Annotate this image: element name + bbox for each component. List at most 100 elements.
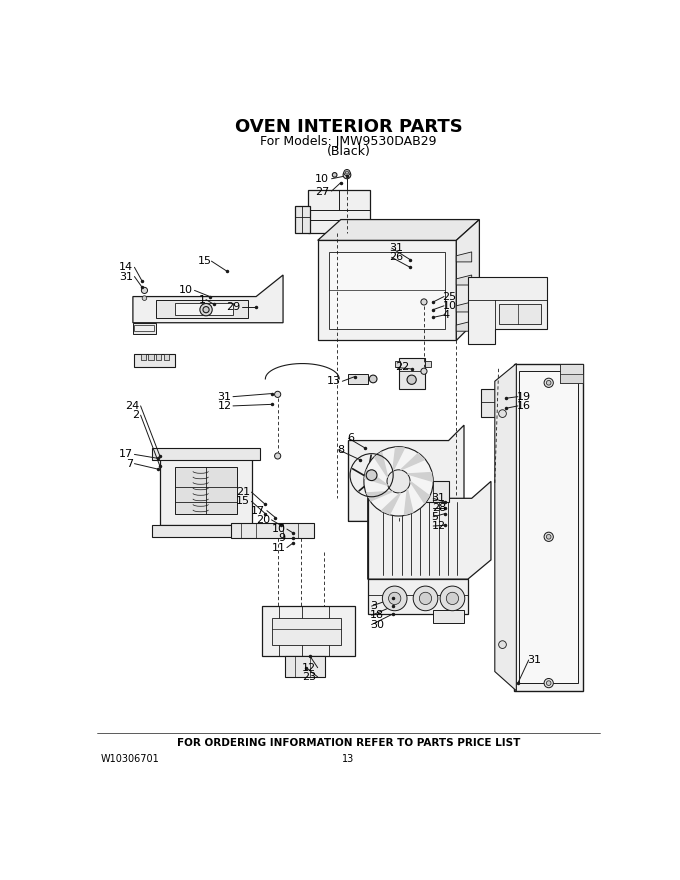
Polygon shape (286, 656, 326, 677)
Circle shape (343, 171, 351, 179)
Circle shape (333, 172, 337, 177)
Text: (Black): (Black) (326, 145, 371, 158)
Text: 10: 10 (316, 173, 329, 184)
Text: 23: 23 (302, 672, 316, 682)
Polygon shape (394, 481, 449, 502)
Polygon shape (456, 219, 479, 341)
Text: 26: 26 (390, 253, 403, 262)
Polygon shape (401, 453, 424, 470)
Circle shape (446, 592, 458, 605)
Polygon shape (520, 371, 578, 683)
Circle shape (421, 299, 427, 305)
Circle shape (388, 592, 401, 605)
Text: 13: 13 (342, 753, 355, 764)
Polygon shape (329, 252, 445, 329)
Polygon shape (271, 618, 341, 644)
Polygon shape (175, 303, 233, 315)
Text: FOR ORDERING INFORMATION REFER TO PARTS PRICE LIST: FOR ORDERING INFORMATION REFER TO PARTS … (177, 738, 520, 748)
Text: 10: 10 (179, 285, 193, 296)
Text: 15: 15 (197, 256, 211, 266)
Text: 14: 14 (119, 262, 133, 272)
Polygon shape (498, 304, 541, 325)
Polygon shape (141, 354, 146, 360)
Text: 31: 31 (432, 494, 445, 503)
Polygon shape (175, 467, 237, 514)
Polygon shape (398, 358, 426, 389)
Circle shape (544, 378, 554, 387)
Text: 31: 31 (218, 392, 231, 401)
Text: 11: 11 (271, 543, 286, 553)
Circle shape (544, 532, 554, 541)
Polygon shape (152, 525, 260, 537)
Polygon shape (133, 275, 283, 323)
Circle shape (345, 171, 348, 174)
Text: 27: 27 (315, 187, 329, 197)
Text: 12: 12 (218, 401, 231, 411)
Text: 2: 2 (132, 410, 139, 420)
Circle shape (547, 534, 551, 539)
Circle shape (141, 287, 148, 294)
Text: 30: 30 (370, 620, 384, 629)
Polygon shape (468, 276, 547, 344)
Text: 16: 16 (516, 401, 530, 411)
Circle shape (203, 306, 209, 312)
Text: 31: 31 (119, 272, 133, 282)
Text: 25: 25 (443, 291, 456, 302)
Polygon shape (514, 363, 583, 691)
Text: 22: 22 (394, 363, 409, 372)
Polygon shape (456, 252, 472, 262)
Polygon shape (560, 373, 583, 383)
Polygon shape (294, 206, 310, 232)
Circle shape (364, 447, 433, 516)
Polygon shape (481, 389, 516, 417)
Polygon shape (160, 456, 252, 525)
Text: 28: 28 (432, 502, 446, 512)
Text: 10: 10 (443, 301, 456, 311)
Circle shape (421, 368, 427, 374)
Polygon shape (375, 452, 388, 478)
Polygon shape (135, 325, 154, 331)
Text: 31: 31 (527, 655, 541, 665)
Text: 24: 24 (125, 401, 139, 411)
Text: 12: 12 (302, 663, 316, 672)
Text: 8: 8 (337, 444, 344, 455)
Circle shape (142, 296, 147, 300)
Circle shape (498, 410, 507, 417)
Polygon shape (348, 425, 464, 521)
Polygon shape (407, 473, 432, 481)
Polygon shape (456, 302, 472, 312)
Text: 4: 4 (443, 310, 449, 320)
Circle shape (369, 375, 377, 383)
Text: 3: 3 (370, 601, 377, 611)
Polygon shape (393, 448, 405, 472)
Text: 1: 1 (199, 295, 206, 304)
Circle shape (547, 681, 551, 686)
Polygon shape (456, 321, 472, 331)
Text: OVEN INTERIOR PARTS: OVEN INTERIOR PARTS (235, 118, 462, 136)
Text: 21: 21 (236, 488, 250, 497)
Text: 18: 18 (370, 611, 384, 620)
Polygon shape (231, 523, 314, 539)
Circle shape (544, 678, 554, 688)
Polygon shape (410, 481, 429, 503)
Polygon shape (456, 275, 472, 285)
Polygon shape (164, 354, 169, 360)
Circle shape (275, 453, 281, 459)
Text: 12: 12 (432, 521, 446, 531)
Polygon shape (433, 610, 464, 623)
Circle shape (387, 470, 410, 493)
Circle shape (367, 470, 377, 480)
Polygon shape (156, 354, 161, 360)
Polygon shape (318, 219, 479, 240)
Text: 19: 19 (516, 392, 530, 401)
Polygon shape (135, 354, 175, 368)
Polygon shape (133, 323, 156, 334)
Polygon shape (381, 493, 401, 514)
Text: 9: 9 (278, 533, 286, 543)
Polygon shape (368, 481, 491, 579)
Text: 20: 20 (256, 515, 270, 524)
Text: 15: 15 (236, 496, 250, 506)
Polygon shape (394, 362, 400, 368)
Polygon shape (367, 491, 393, 501)
Circle shape (498, 641, 507, 649)
